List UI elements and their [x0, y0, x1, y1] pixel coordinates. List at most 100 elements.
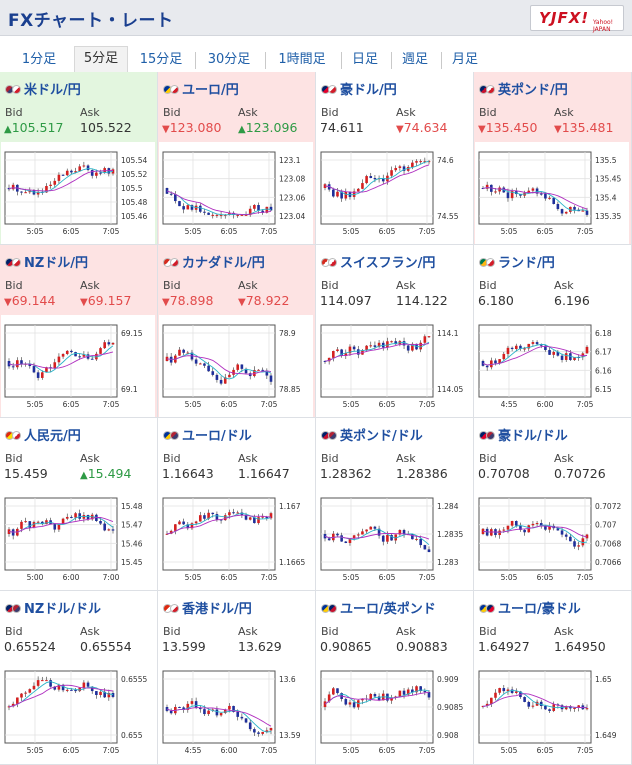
pair-name-link[interactable]: スイスフラン/円 [321, 252, 435, 271]
rate-tile[interactable]: 英ポンド/円 Bid Ask ▼135.450 ▼135.481 135.5 135.45 1… [474, 72, 632, 245]
rate-tile[interactable]: 豪ドル/ドル Bid Ask 0.70708 0.70726 0.7072 0.707 0.7… [474, 418, 632, 591]
mini-candlestick-chart[interactable]: 1.65 1.649 5:05 6:05 7:05 [475, 661, 629, 763]
candle-body [498, 359, 501, 364]
mini-candlestick-chart[interactable]: 123.1 123.08 123.06 123.04 5:05 6:05 7:05 [159, 142, 313, 244]
rate-tile[interactable]: スイスフラン/円 Bid Ask 114.097 114.122 114.1 114.05 5… [316, 245, 474, 418]
rate-tile[interactable]: 人民元/円 Bid Ask 15.459 ▲15.494 15.48 15.47 15.46 1… [0, 418, 158, 591]
candle-body [65, 689, 69, 691]
x-tick-label: 7:05 [577, 227, 594, 236]
rate-tile[interactable]: ユーロ/英ポンド Bid Ask 0.90865 0.90883 0.909 0.9085 0… [316, 591, 474, 765]
rate-tile[interactable]: 豪ドル/円 Bid Ask 74.611 ▼74.634 74.6 74.55 5:05 6:0… [316, 72, 474, 245]
mini-candlestick-chart[interactable]: 69.15 69.1 5:05 6:05 7:05 [1, 315, 155, 417]
rate-tile[interactable]: ユーロ/円 Bid Ask ▼123.080 ▲123.096 123.1 123.08 12… [158, 72, 316, 245]
pair-name-link[interactable]: カナダドル/円 [163, 252, 265, 271]
pair-name-link[interactable]: 豪ドル/ドル [479, 425, 568, 444]
candle-body [207, 710, 210, 715]
tab-5[interactable]: 日足 [351, 52, 378, 67]
pair-name-link[interactable]: ユーロ/豪ドル [479, 598, 581, 617]
candle-body [57, 174, 61, 181]
bid-label: Bid [5, 625, 23, 638]
rate-tile[interactable]: 香港ドル/円 Bid Ask 13.599 13.629 13.6 13.59 4:55 6:0… [158, 591, 316, 765]
mini-candlestick-chart[interactable]: 0.7072 0.707 0.7068 0.7066 5:05 6:05 7:05 [475, 488, 629, 590]
rate-tile[interactable]: NZドル/ドル Bid Ask 0.65524 0.65554 0.6555 0.655 5:… [0, 591, 158, 765]
mini-candlestick-chart[interactable]: 13.6 13.59 4:55 6:00 7:05 [159, 661, 313, 763]
rate-tile[interactable]: カナダドル/円 Bid Ask ▼78.898 ▼78.922 78.9 78.85 5:05… [158, 245, 316, 418]
pair-name-link[interactable]: 米ドル/円 [5, 79, 81, 98]
ask-value-text: 0.65554 [80, 639, 132, 654]
mini-candlestick-chart[interactable]: 6.18 6.17 6.16 6.15 4:55 6:00 7:05 [475, 315, 629, 417]
candle-body [203, 709, 206, 715]
tab-7[interactable]: 月足 [451, 52, 478, 67]
candle-body [564, 534, 568, 537]
tab-4[interactable]: 1時間足 [278, 52, 326, 67]
candle-body [269, 206, 273, 211]
tab-3[interactable]: 30分足 [207, 52, 251, 67]
pair-name-link[interactable]: ユーロ/円 [163, 79, 239, 98]
bid-value: 6.180 [478, 293, 514, 308]
candle-body [581, 538, 585, 546]
currency-flag-icon [321, 257, 337, 268]
mini-candlestick-chart[interactable]: 74.6 74.55 5:05 6:05 7:05 [317, 142, 471, 244]
candle-body [70, 350, 73, 353]
mini-candlestick-chart[interactable]: 0.909 0.9085 0.908 5:05 6:05 7:05 [317, 661, 471, 763]
rate-tile[interactable]: ランド/円 Bid Ask 6.180 6.196 6.18 6.17 6.16 6.15 4:5… [474, 245, 632, 418]
ma-long-line [482, 187, 588, 210]
pair-name-text: NZドル/ドル [24, 602, 102, 617]
pair-name-link[interactable]: ユーロ/英ポンド [321, 598, 436, 617]
bid-value-text: 15.459 [4, 466, 48, 481]
ma-long-line [8, 516, 114, 533]
candle-body [336, 349, 339, 352]
tab-2[interactable]: 15分足 [139, 52, 183, 67]
rate-tile[interactable]: 米ドル/円 Bid Ask ▲105.517 105.522 105.54 105.52 10… [0, 72, 158, 245]
candle-body [556, 203, 560, 210]
mini-candlestick-chart[interactable]: 1.167 1.1665 5:05 6:05 7:05 [159, 488, 313, 590]
candle-body [573, 707, 576, 709]
rate-tile[interactable]: NZドル/円 Bid Ask ▼69.144 ▼69.157 69.15 69.1 5:05 6… [0, 245, 158, 418]
candle-body [198, 363, 202, 365]
rate-tile[interactable]: ユーロ/豪ドル Bid Ask 1.64927 1.64950 1.65 1.649 5:05… [474, 591, 632, 765]
candle-body [394, 167, 398, 171]
pair-name-link[interactable]: ランド/円 [479, 252, 555, 271]
mini-candlestick-chart[interactable]: 135.5 135.45 135.4 135.35 5:05 6:05 7:05 [475, 142, 629, 244]
candle-body [99, 520, 102, 524]
tab-0[interactable]: 1分足 [21, 52, 57, 67]
mini-candlestick-chart[interactable]: 114.1 114.05 5:05 6:05 7:05 [317, 315, 471, 417]
pair-name-link[interactable]: NZドル/ドル [5, 598, 101, 617]
pair-name-link[interactable]: 英ポンド/ドル [321, 425, 423, 444]
rate-tile[interactable]: ユーロ/ドル Bid Ask 1.16643 1.16647 1.167 1.1665 5:0… [158, 418, 316, 591]
chart-svg: 15.48 15.47 15.46 15.45 5:00 6:00 7:00 [4, 497, 143, 582]
yjfx-logo[interactable]: YJFX! Yahoo! JAPAN [530, 5, 624, 33]
mini-candlestick-chart[interactable]: 0.6555 0.655 5:05 6:05 7:05 [1, 661, 155, 763]
tab-1[interactable]: 5分足 [74, 46, 128, 72]
pair-name-link[interactable]: ユーロ/ドル [163, 425, 252, 444]
candle-body [386, 341, 389, 348]
candle-body [232, 369, 235, 375]
y-tick-label: 135.5 [595, 156, 617, 165]
candle-body [336, 533, 339, 536]
mini-candlestick-chart[interactable]: 15.48 15.47 15.46 15.45 5:00 6:00 7:00 [1, 488, 155, 590]
pair-name-link[interactable]: 人民元/円 [5, 425, 81, 444]
candle-body [398, 166, 402, 168]
mini-candlestick-chart[interactable]: 1.284 1.2835 1.283 5:05 6:05 7:05 [317, 488, 471, 590]
candle-body [427, 692, 431, 698]
candle-body [365, 176, 368, 184]
bid-value-text: 114.097 [320, 293, 372, 308]
chart-svg: 78.9 78.85 5:05 6:05 7:05 [162, 324, 301, 409]
candle-body [11, 366, 15, 368]
pair-name-link[interactable]: NZドル/円 [5, 252, 88, 271]
pair-name-link[interactable]: 豪ドル/円 [321, 79, 397, 98]
candle-body [111, 342, 115, 345]
ma-short-line [324, 689, 430, 705]
mini-candlestick-chart[interactable]: 105.54 105.52 105.5 105.48 105.46 5:05 6:05 7:0… [1, 142, 155, 244]
candle-body [381, 535, 385, 542]
currency-flag-icon [479, 430, 495, 441]
mini-candlestick-chart[interactable]: 78.9 78.85 5:05 6:05 7:05 [159, 315, 313, 417]
rate-tile[interactable]: 英ポンド/ドル Bid Ask 1.28362 1.28386 1.284 1.2835 1.… [316, 418, 474, 591]
chart-frame [4, 324, 118, 398]
pair-name-link[interactable]: 英ポンド/円 [479, 79, 568, 98]
bid-label: Bid [163, 279, 181, 292]
pair-name-link[interactable]: 香港ドル/円 [163, 598, 252, 617]
currency-flag-icon [479, 603, 495, 614]
tab-6[interactable]: 週足 [401, 52, 428, 67]
bid-label: Bid [5, 279, 23, 292]
